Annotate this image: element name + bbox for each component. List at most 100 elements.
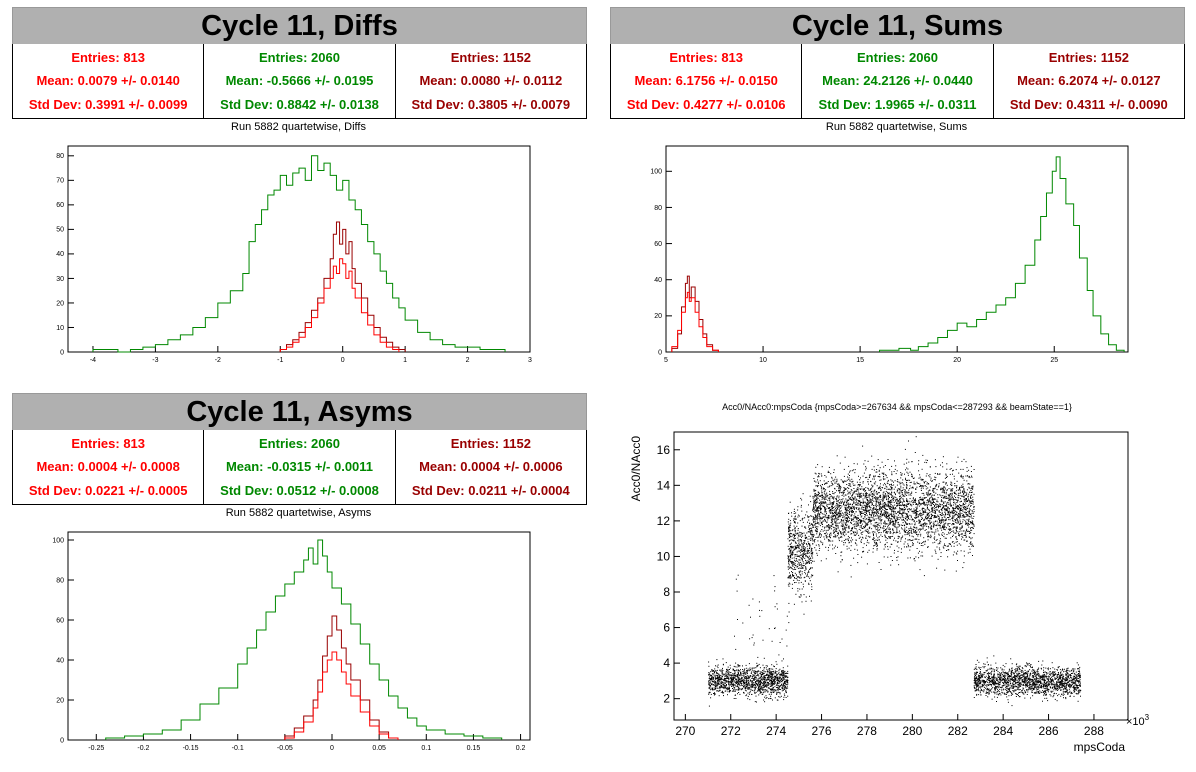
scatter-point [914,452,916,453]
scatter-point [754,693,756,694]
scatter-point [718,683,720,685]
scatter-point [902,492,903,494]
scatter-point [892,528,894,530]
scatter-point [838,537,840,539]
scatter-point [808,543,810,545]
scatter-point [916,526,918,528]
scatter-point [888,514,890,516]
scatter-point [718,676,720,678]
scatter-point [925,480,927,482]
scatter-point [858,504,860,506]
scatter-point [900,524,902,526]
diffs-stats-red: Entries: 813 Mean: 0.0079 +/- 0.0140 Std… [13,44,205,118]
scatter-point [767,679,769,681]
scatter-point [804,541,806,543]
scatter-point [741,673,743,675]
scatter-point [884,546,886,548]
scatter-point [973,506,975,507]
scatter-point [773,692,775,693]
scatter-point [944,501,946,503]
scatter-point [929,474,931,476]
scatter-point [793,603,795,605]
scatter-point [717,679,719,681]
scatter-point [901,514,903,516]
scatter-point [848,528,850,530]
scatter-point [932,506,934,508]
scatter-point [934,505,935,507]
scatter-point [822,501,824,502]
scatter-point [902,502,903,504]
scatter-point [926,482,928,484]
scatter-point [866,530,868,532]
scatter-point [896,470,898,472]
scatter-point [799,588,801,590]
scatter-point [885,531,887,533]
scatter-point [883,531,884,533]
scatter-point [930,528,932,530]
scatter-point [909,529,911,531]
scatter-point [786,675,788,677]
scatter-point [781,680,783,682]
scatter-point [813,502,815,504]
scatter-point [784,682,786,684]
x-tick-label: -0.15 [183,745,199,752]
scatter-point [880,512,882,514]
scatter-point [746,671,748,673]
scatter-point [756,671,758,673]
scatter-point [961,485,963,487]
scatter-point [810,549,812,551]
scatter-point [709,686,711,688]
scatter-point [830,509,831,510]
scatter-point [766,689,768,691]
scatter-point [908,494,910,496]
scatter-point [843,491,845,493]
scatter-point [772,684,774,686]
scatter-point [726,681,728,683]
scatter-point [868,493,870,495]
scatter-point [833,515,835,517]
scatter-point [845,509,846,510]
scatter-point [818,476,820,478]
scatter-point [961,533,963,535]
scatter-point [867,516,869,518]
scatter-point [739,682,741,684]
scatter-point [796,576,798,578]
scatter-point [855,528,857,530]
scatter-point [944,529,946,531]
scatter-point [767,690,769,692]
scatter-point [968,501,970,503]
scatter-point [786,677,788,679]
scatter-point [962,530,964,532]
scatter-point [720,674,722,676]
scatter-point [875,506,877,508]
scatter-point [934,521,936,523]
scatter-point [789,526,791,528]
scatter-point [813,502,815,504]
y-tick-label: 80 [654,205,662,212]
scatter-point [802,583,804,585]
scatter-point [777,682,779,684]
scatter-point [910,504,912,505]
scatter-point [892,487,893,489]
scatter-point [721,676,723,678]
scatter-point [874,524,876,526]
scatter-point [845,520,847,521]
scatter-point [887,514,889,516]
scatter-point [946,476,948,478]
scatter-point [957,489,959,491]
scatter-point [806,562,808,564]
scatter-point [790,545,792,547]
scatter-point [815,544,817,546]
scatter-point [780,681,782,683]
scatter-point [861,507,863,509]
scatter-point [713,689,715,690]
scatter-point [955,536,956,538]
scatter-point [850,510,852,512]
scatter-point [829,511,831,513]
scatter-point [799,559,801,561]
scatter-point [826,512,827,514]
scatter-point [896,528,898,530]
scatter-point [911,528,913,530]
scatter-point [798,577,800,579]
scatter-point [799,574,801,575]
